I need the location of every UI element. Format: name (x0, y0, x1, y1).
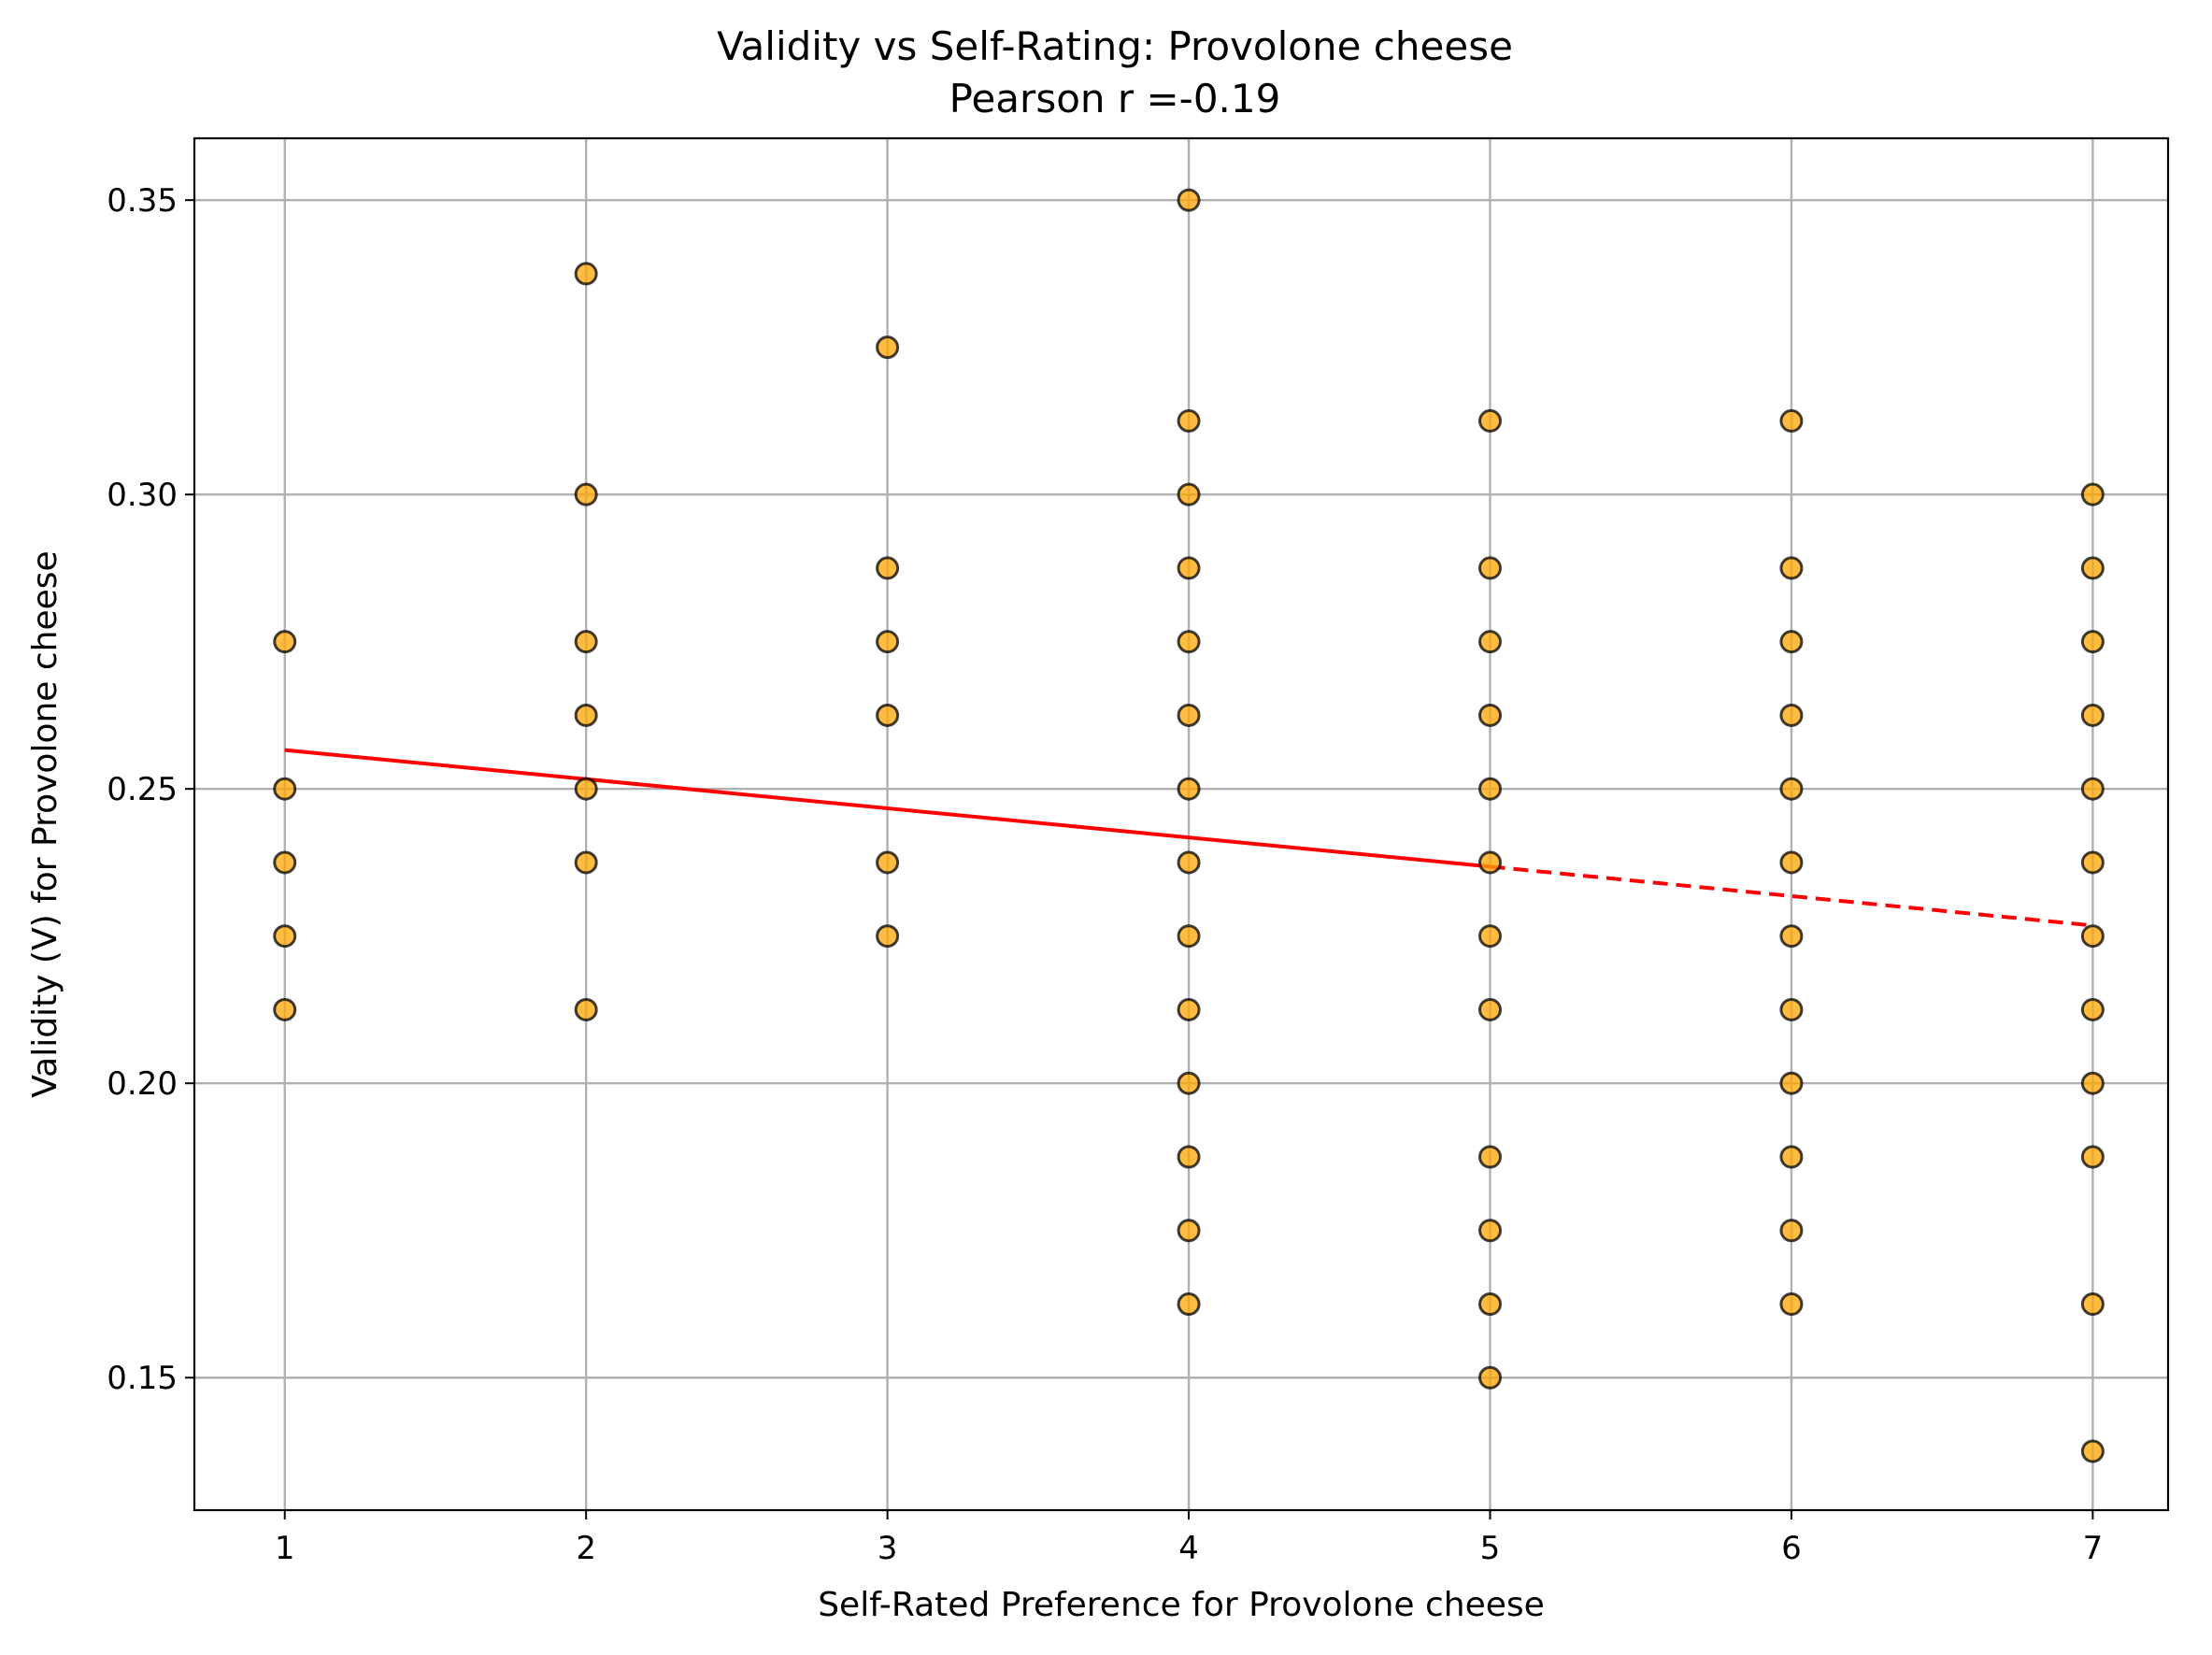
data-point (1177, 997, 1201, 1021)
data-point (1478, 408, 1503, 433)
data-point (273, 997, 297, 1021)
y-tick-label: 0.25 (107, 771, 178, 808)
y-tick-label: 0.20 (107, 1065, 178, 1103)
data-point (574, 997, 598, 1021)
data-point (1177, 924, 1201, 949)
data-point (2080, 850, 2105, 875)
data-point (876, 924, 900, 949)
data-point (1779, 408, 1804, 433)
data-point (2080, 703, 2105, 727)
data-point (1779, 703, 1804, 727)
x-tick-label: 3 (878, 1530, 898, 1567)
y-axis-ticks: 0.15 0.20 0.25 0.30 0.35 (107, 182, 194, 1397)
data-point (574, 630, 598, 654)
data-point (1177, 703, 1201, 727)
data-point (273, 630, 297, 654)
y-tick-label: 0.35 (107, 182, 178, 220)
x-tick-label: 5 (1480, 1530, 1501, 1567)
fit-line-solid (284, 748, 1491, 869)
data-point (1478, 1291, 1503, 1316)
data-point (1779, 1145, 1804, 1169)
data-point (1779, 1219, 1804, 1243)
data-point (2080, 1071, 2105, 1095)
fit-line-dashed (1490, 864, 2093, 928)
y-axis-label: Validity (V) for Provolone cheese (26, 550, 64, 1097)
data-point (1177, 482, 1201, 506)
data-point (1478, 924, 1503, 949)
data-point (273, 924, 297, 949)
data-point (1478, 1365, 1503, 1390)
data-point (1478, 630, 1503, 654)
data-point (1177, 1071, 1201, 1095)
data-point (1779, 924, 1804, 949)
data-point (574, 850, 598, 875)
data-point (1478, 556, 1503, 580)
data-point (1177, 188, 1201, 212)
data-point (2080, 777, 2105, 801)
data-point (1779, 556, 1804, 580)
data-point (574, 703, 598, 727)
data-point (1779, 1071, 1804, 1095)
data-point (1177, 1291, 1201, 1316)
data-point (1779, 850, 1804, 875)
data-point (2080, 1439, 2105, 1463)
data-point (2080, 1145, 2105, 1169)
data-point (876, 703, 900, 727)
data-point (1177, 1145, 1201, 1169)
y-tick-label: 0.15 (107, 1360, 178, 1397)
data-point (2080, 482, 2105, 506)
data-point (1478, 1219, 1503, 1243)
x-axis-label: Self-Rated Preference for Provolone chee… (818, 1586, 1545, 1624)
data-point (273, 850, 297, 875)
y-tick-label: 0.30 (107, 477, 178, 514)
data-point (876, 630, 900, 654)
data-point (1779, 997, 1804, 1021)
data-point (876, 850, 900, 875)
x-tick-label: 7 (2083, 1530, 2104, 1567)
data-point (1779, 1291, 1804, 1316)
data-point (1177, 630, 1201, 654)
data-point (2080, 630, 2105, 654)
data-point (1478, 777, 1503, 801)
data-point (273, 777, 297, 801)
data-point (1478, 850, 1503, 875)
data-point (876, 335, 900, 360)
data-point (574, 262, 598, 286)
data-point (876, 556, 900, 580)
data-point (574, 777, 598, 801)
data-point (1779, 630, 1804, 654)
chart-subtitle: Pearson r =-0.19 (949, 76, 1281, 121)
plot-frame (193, 136, 2170, 1512)
data-points (273, 188, 2105, 1463)
x-tick-label: 4 (1178, 1530, 1199, 1567)
data-point (1177, 777, 1201, 801)
data-point (1177, 408, 1201, 433)
x-tick-label: 1 (275, 1530, 295, 1567)
data-point (1177, 1219, 1201, 1243)
data-point (1478, 997, 1503, 1021)
data-point (2080, 997, 2105, 1021)
data-point (1779, 777, 1804, 801)
data-point (1177, 850, 1201, 875)
data-point (1478, 703, 1503, 727)
data-point (2080, 1291, 2105, 1316)
chart-title: Validity vs Self-Rating: Provolone chees… (717, 23, 1513, 69)
data-point (574, 482, 598, 506)
x-tick-label: 2 (576, 1530, 596, 1567)
data-point (2080, 556, 2105, 580)
data-point (1478, 1145, 1503, 1169)
x-axis-ticks: 1 2 3 4 5 6 7 (275, 1510, 2103, 1567)
data-point (1177, 556, 1201, 580)
fit-line (284, 748, 2093, 928)
data-point (2080, 924, 2105, 949)
x-tick-label: 6 (1781, 1530, 1802, 1567)
